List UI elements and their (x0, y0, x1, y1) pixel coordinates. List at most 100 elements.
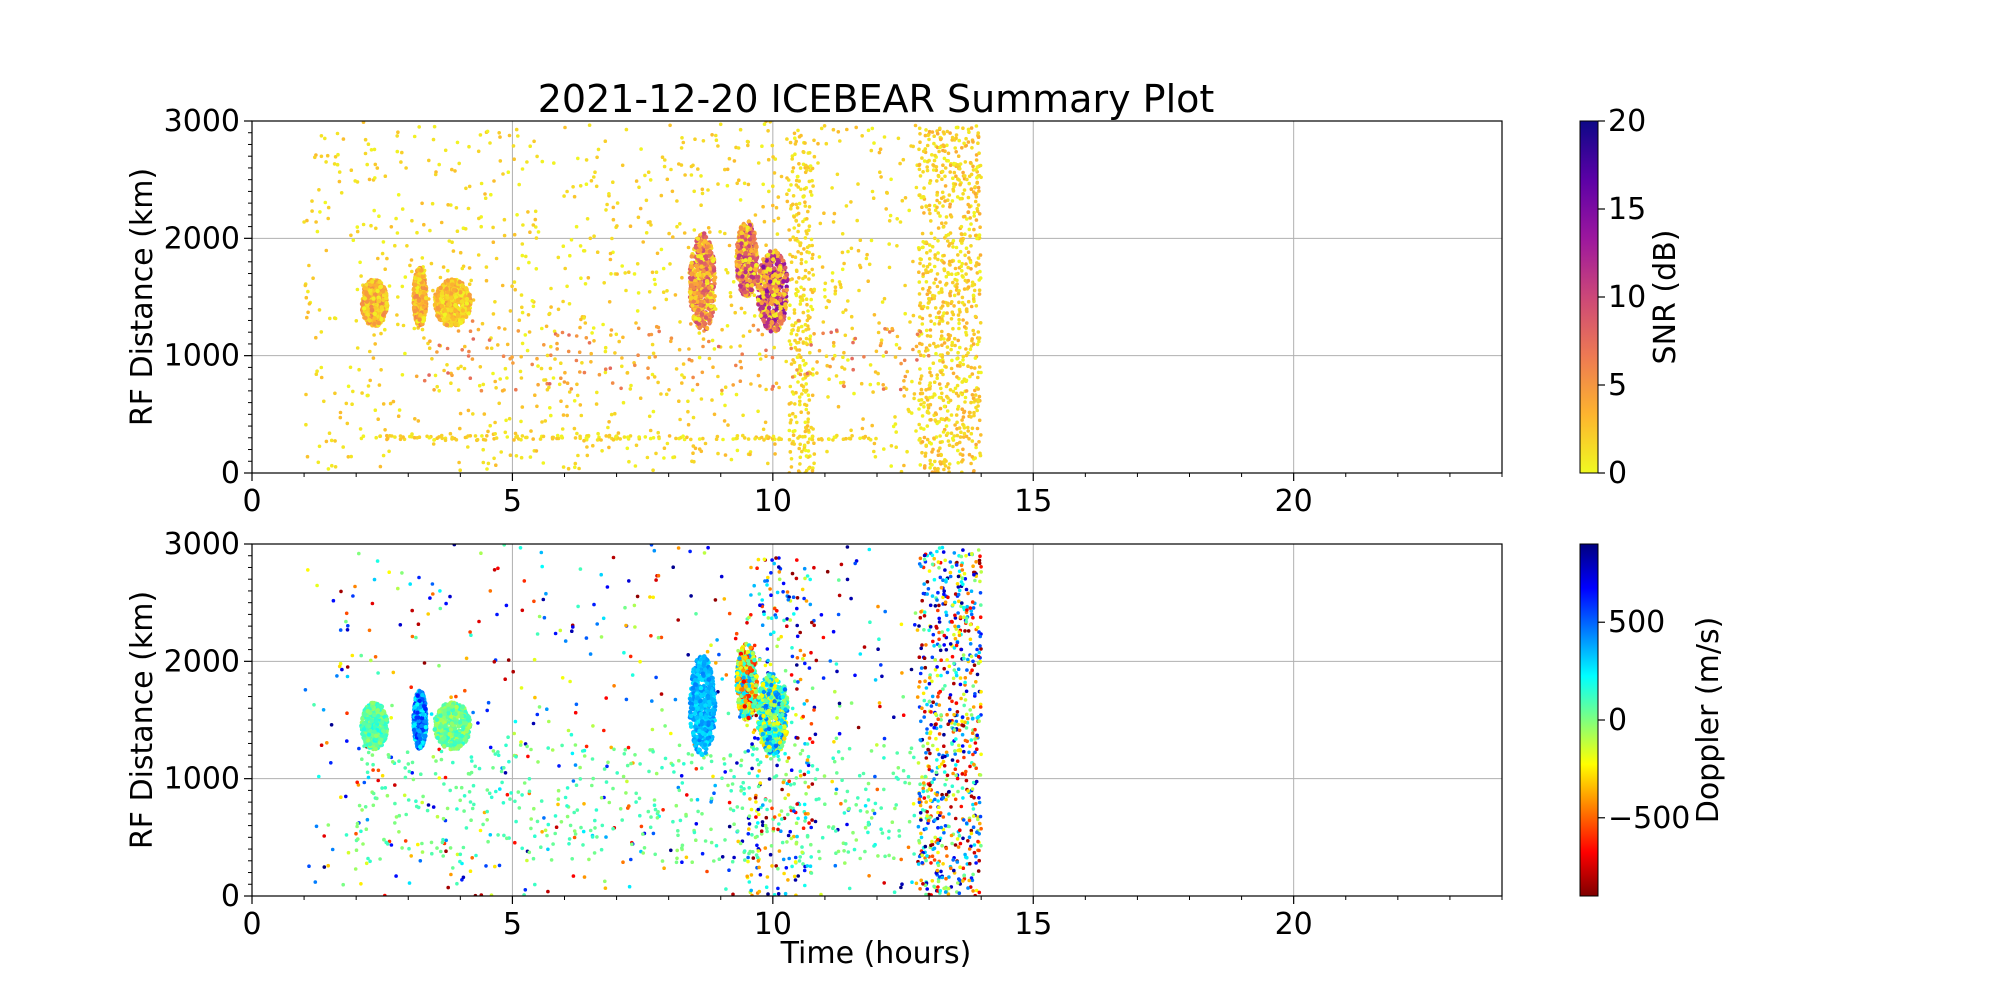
data-point (947, 337, 951, 341)
data-point (938, 145, 942, 150)
data-point (694, 263, 699, 268)
data-point (615, 201, 620, 205)
data-point (787, 228, 791, 232)
data-point (628, 434, 633, 438)
data-point (583, 321, 588, 325)
data-point (920, 391, 925, 396)
data-point (948, 291, 952, 296)
data-point (319, 375, 324, 380)
data-point (337, 170, 342, 174)
data-point (942, 341, 947, 345)
data-point (925, 398, 930, 402)
data-point (585, 453, 590, 458)
data-point (960, 379, 965, 384)
data-point (455, 140, 460, 145)
data-point (944, 424, 949, 428)
data-point (975, 426, 980, 431)
data-point (776, 216, 781, 221)
data-point (973, 398, 977, 403)
data-point (652, 277, 657, 282)
data-point (932, 134, 936, 138)
data-point (912, 396, 916, 401)
data-point (736, 146, 741, 150)
data-point (955, 195, 960, 199)
data-point (586, 276, 591, 280)
data-point (807, 250, 811, 255)
data-point (367, 177, 372, 182)
data-point (421, 316, 427, 321)
data-point (806, 420, 810, 424)
data-point (863, 434, 868, 439)
data-point (833, 353, 837, 358)
data-point (926, 133, 930, 137)
data-point (559, 399, 563, 404)
data-point (701, 344, 705, 349)
data-point (751, 233, 756, 239)
data-point (453, 308, 458, 313)
data-point (805, 168, 809, 172)
data-point (794, 219, 799, 223)
data-point (391, 399, 396, 404)
data-point (653, 354, 657, 359)
data-point (867, 262, 872, 267)
data-point (395, 313, 399, 317)
data-point (836, 130, 841, 134)
data-point (787, 428, 792, 433)
data-point (617, 339, 621, 344)
data-point (951, 245, 955, 249)
data-point (464, 314, 469, 319)
data-point (470, 319, 475, 323)
data-point (810, 468, 815, 473)
data-point (681, 140, 686, 145)
data-point (677, 399, 681, 404)
data-point (902, 463, 906, 468)
data-point (791, 433, 796, 438)
data-point (555, 341, 559, 346)
data-point (966, 351, 970, 355)
data-point (497, 326, 501, 330)
data-point (756, 409, 760, 414)
data-point (351, 389, 355, 394)
data-point (362, 286, 368, 291)
data-point (947, 443, 952, 448)
data-point (344, 401, 349, 406)
data-point (880, 300, 885, 304)
data-point (971, 164, 975, 169)
data-point (808, 337, 812, 342)
data-point (464, 186, 468, 191)
data-point (970, 337, 974, 341)
data-point (494, 256, 499, 261)
data-point (902, 385, 906, 390)
data-point (685, 435, 689, 440)
data-point (662, 456, 666, 460)
data-point (809, 304, 813, 309)
data-point (659, 193, 664, 198)
data-point (484, 278, 489, 283)
data-point (812, 287, 817, 292)
data-point (937, 315, 942, 320)
data-point (952, 293, 957, 298)
data-point (484, 265, 489, 269)
data-point (807, 466, 811, 471)
data-point (646, 366, 650, 371)
data-point (338, 410, 343, 415)
data-point (935, 470, 940, 473)
data-point (951, 280, 955, 285)
data-point (894, 445, 898, 450)
data-point (519, 437, 523, 442)
data-point (950, 358, 954, 363)
data-point (528, 144, 532, 148)
data-point (578, 325, 582, 330)
data-point (369, 223, 373, 228)
data-point (395, 149, 400, 154)
data-point (567, 302, 572, 306)
data-point (538, 437, 543, 441)
data-point (602, 281, 606, 285)
data-point (771, 155, 775, 159)
data-point (595, 438, 600, 442)
data-point (315, 369, 319, 374)
data-point (970, 372, 975, 376)
data-point (948, 388, 953, 392)
data-point (532, 139, 536, 144)
data-point (917, 167, 922, 172)
